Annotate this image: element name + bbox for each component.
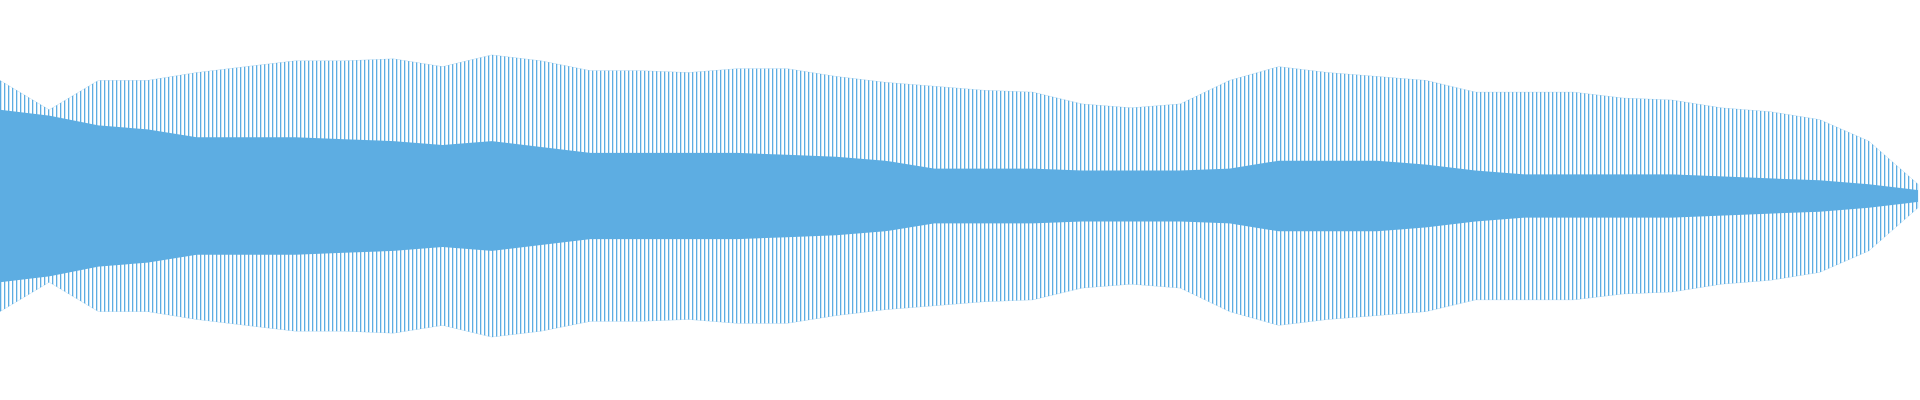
body-envelope <box>0 109 1918 196</box>
body-envelope <box>0 196 1918 283</box>
